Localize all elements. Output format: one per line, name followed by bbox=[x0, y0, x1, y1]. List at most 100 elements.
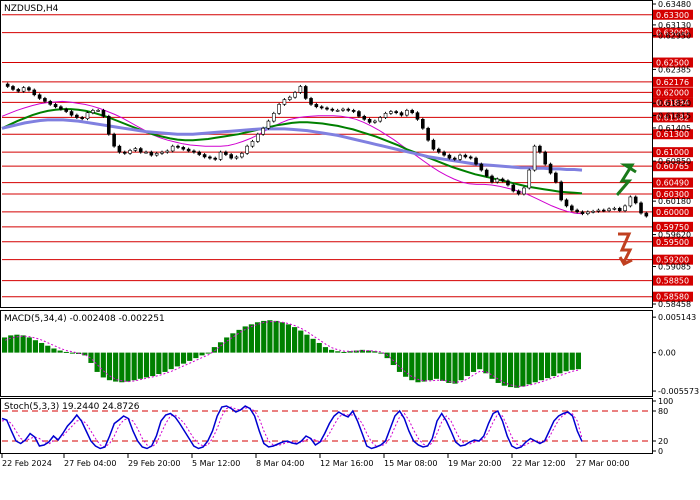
macd-bar bbox=[119, 352, 125, 383]
candle-body bbox=[176, 145, 180, 148]
macd-bar bbox=[39, 342, 45, 353]
candle-body bbox=[399, 112, 404, 116]
price-level-box bbox=[653, 129, 693, 140]
candle-body bbox=[421, 118, 425, 129]
price-level-box bbox=[653, 177, 693, 188]
macd-bar bbox=[427, 352, 433, 381]
candle-body bbox=[506, 180, 510, 186]
candle-body bbox=[117, 145, 122, 153]
candle-body bbox=[516, 190, 521, 195]
candle-body bbox=[580, 211, 585, 214]
macd-bar bbox=[440, 352, 446, 381]
arrow-down-icon bbox=[618, 232, 633, 263]
time-tick-label: 19 Mar 20:00 bbox=[448, 459, 501, 468]
macd-bar bbox=[563, 352, 569, 372]
candle-body bbox=[69, 111, 74, 116]
candle-body bbox=[415, 112, 420, 120]
candle-body bbox=[585, 211, 590, 214]
price-level-label: 0.58850 bbox=[656, 277, 689, 286]
macd-bar bbox=[180, 352, 187, 364]
time-tick-label: 5 Mar 12:00 bbox=[192, 459, 240, 468]
candle-body bbox=[75, 114, 79, 118]
candle-body bbox=[389, 111, 393, 114]
macd-bar bbox=[372, 351, 378, 353]
macd-bar bbox=[520, 352, 526, 387]
price-level-label: 0.60300 bbox=[656, 190, 689, 199]
price-level-box bbox=[653, 147, 693, 158]
candle-body bbox=[325, 107, 329, 110]
candle-body bbox=[240, 153, 244, 158]
candle-body bbox=[59, 106, 63, 110]
macd-bar bbox=[551, 352, 557, 377]
macd-bar bbox=[137, 352, 143, 379]
candle-body bbox=[266, 120, 271, 129]
macd-bar bbox=[433, 352, 440, 379]
macd-bar bbox=[452, 352, 458, 384]
candle-body bbox=[575, 209, 579, 213]
stoch-tick-label: 20 bbox=[658, 437, 668, 446]
candle-body bbox=[543, 151, 548, 165]
candle-body bbox=[335, 110, 340, 112]
candle-body bbox=[479, 163, 484, 171]
price-level-label: 0.62176 bbox=[656, 78, 689, 87]
macd-bar bbox=[322, 347, 329, 353]
candle-body bbox=[617, 208, 622, 211]
macd-bar bbox=[329, 349, 335, 353]
candle-body bbox=[208, 156, 212, 159]
arrow-down-head-icon bbox=[618, 256, 633, 266]
price-level-box bbox=[653, 275, 693, 286]
candle-body bbox=[85, 112, 90, 119]
candle-body bbox=[11, 86, 15, 90]
macd-bar bbox=[501, 352, 507, 386]
moving-average-line bbox=[1, 118, 583, 172]
candle-body bbox=[538, 145, 542, 153]
macd-bar bbox=[458, 352, 464, 381]
candle-body bbox=[612, 208, 617, 210]
price-level-label: 0.61300 bbox=[656, 130, 689, 139]
candle-body bbox=[16, 89, 21, 92]
signal-arrows bbox=[615, 163, 637, 266]
candle-body bbox=[511, 184, 516, 192]
candle-body bbox=[154, 153, 159, 156]
price-level-box bbox=[653, 27, 693, 38]
macd-bar bbox=[69, 352, 76, 354]
stoch-tick-label: 100 bbox=[658, 397, 673, 406]
candle-body bbox=[351, 110, 356, 112]
macd-bar bbox=[100, 352, 106, 378]
candle-body bbox=[298, 86, 303, 93]
price-tick-label: 0.59085 bbox=[658, 263, 691, 272]
candle-body bbox=[314, 104, 319, 108]
macd-bar bbox=[254, 322, 261, 353]
candle-body bbox=[64, 108, 69, 112]
candle-body bbox=[37, 94, 42, 99]
moving-average-line bbox=[1, 108, 583, 195]
candle-body bbox=[138, 148, 143, 153]
candle-body bbox=[522, 187, 526, 195]
candle-body bbox=[112, 133, 116, 147]
price-level-box bbox=[653, 236, 693, 247]
time-tick-label: 22 Mar 12:00 bbox=[512, 459, 565, 468]
arrow-up-icon bbox=[615, 163, 637, 196]
macd-bar bbox=[396, 352, 403, 372]
price-level-label: 0.60765 bbox=[656, 162, 689, 171]
macd-bar bbox=[464, 352, 470, 377]
price-level-box bbox=[653, 188, 693, 199]
candle-body bbox=[436, 148, 441, 153]
candle-body bbox=[122, 151, 127, 154]
price-level-box bbox=[653, 254, 693, 265]
stochastic-lines bbox=[1, 405, 652, 450]
macd-bar bbox=[248, 324, 254, 353]
price-level-box bbox=[653, 76, 693, 87]
stoch-panel bbox=[0, 398, 653, 454]
macd-bar bbox=[507, 352, 514, 388]
macd-bar bbox=[285, 324, 291, 353]
macd-bar bbox=[113, 352, 119, 382]
macd-bar bbox=[217, 342, 224, 353]
price-level-box bbox=[653, 161, 693, 172]
macd-bar bbox=[304, 334, 310, 353]
candle-body bbox=[490, 175, 494, 183]
candle-body bbox=[596, 209, 601, 212]
moving-average-line bbox=[1, 100, 583, 215]
candle-body bbox=[271, 113, 276, 122]
candle-body bbox=[101, 110, 106, 117]
